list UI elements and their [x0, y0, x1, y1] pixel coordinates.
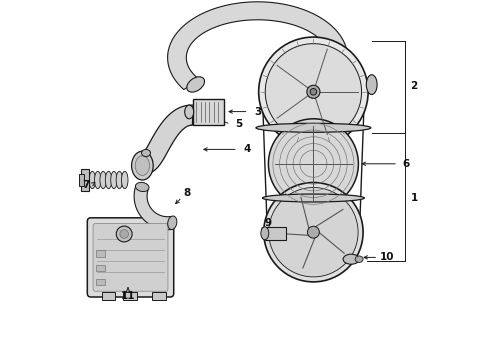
Ellipse shape — [263, 194, 365, 202]
Bar — [193, 99, 224, 125]
Ellipse shape — [89, 171, 96, 189]
Bar — [97, 250, 105, 257]
Text: 5: 5 — [235, 119, 242, 129]
Circle shape — [120, 230, 128, 238]
Text: 7: 7 — [82, 180, 90, 190]
Ellipse shape — [132, 151, 153, 180]
Circle shape — [265, 44, 362, 140]
Circle shape — [307, 226, 319, 238]
Circle shape — [269, 188, 358, 277]
Ellipse shape — [256, 123, 371, 132]
Polygon shape — [134, 185, 173, 230]
Text: 10: 10 — [380, 252, 394, 262]
Bar — [79, 174, 84, 186]
Bar — [97, 279, 105, 285]
FancyBboxPatch shape — [93, 224, 168, 291]
Text: 8: 8 — [183, 188, 190, 198]
Circle shape — [269, 119, 358, 209]
Ellipse shape — [95, 171, 101, 189]
Bar — [152, 292, 166, 300]
Ellipse shape — [261, 227, 269, 240]
Bar — [102, 292, 116, 300]
Ellipse shape — [135, 183, 149, 192]
Text: 3: 3 — [254, 107, 261, 117]
Ellipse shape — [187, 77, 204, 92]
Ellipse shape — [111, 171, 117, 189]
Ellipse shape — [100, 171, 106, 189]
Polygon shape — [168, 2, 347, 90]
Text: 9: 9 — [265, 218, 272, 228]
Ellipse shape — [122, 171, 128, 189]
Circle shape — [259, 37, 368, 147]
Circle shape — [264, 183, 363, 282]
Bar — [97, 265, 105, 271]
Circle shape — [116, 226, 132, 242]
Circle shape — [307, 85, 320, 98]
Bar — [123, 292, 137, 300]
Text: 4: 4 — [243, 144, 250, 154]
FancyBboxPatch shape — [87, 218, 174, 297]
Polygon shape — [142, 105, 193, 173]
Ellipse shape — [343, 254, 359, 264]
Ellipse shape — [168, 216, 177, 230]
Text: 11: 11 — [121, 291, 135, 301]
Ellipse shape — [135, 156, 149, 175]
Bar — [81, 169, 89, 191]
Text: 1: 1 — [411, 193, 418, 203]
Ellipse shape — [116, 171, 122, 189]
Text: 2: 2 — [411, 81, 418, 91]
Bar — [265, 227, 286, 240]
Text: 6: 6 — [403, 159, 410, 169]
Ellipse shape — [367, 75, 377, 94]
Circle shape — [310, 89, 317, 95]
Ellipse shape — [185, 105, 194, 119]
Ellipse shape — [355, 256, 363, 262]
Ellipse shape — [105, 171, 112, 189]
Ellipse shape — [142, 149, 150, 157]
